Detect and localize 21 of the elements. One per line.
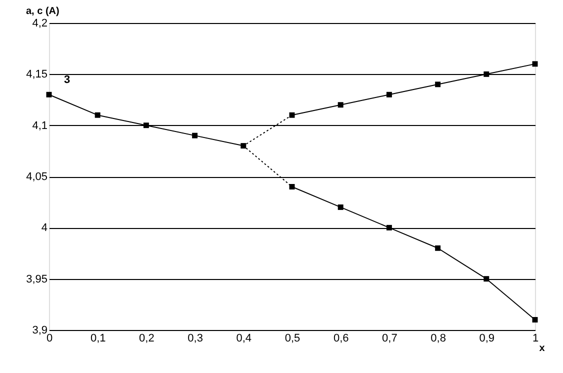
x-tick-label: 0,2: [139, 332, 154, 344]
x-tick-label: 1: [532, 332, 539, 344]
x-tick-label: 0,7: [382, 332, 398, 344]
x-tick-label: 0,3: [188, 332, 203, 344]
x-tick-label: 0,8: [430, 332, 446, 344]
x-tick-label: 0,1: [90, 332, 106, 344]
y-tick-label: 4,15: [26, 68, 48, 81]
y-tick-label: 3,95: [26, 273, 48, 286]
x-tick-label: 0: [46, 332, 53, 344]
y-tick-label: 4,2: [32, 18, 48, 30]
x-tick-label: 0,4: [236, 332, 252, 344]
y-tick-label: 4: [41, 222, 48, 234]
y-tick-label: 4,1: [32, 120, 48, 132]
y-tick-label: 3,9: [32, 324, 48, 336]
x-tick-label: 0,9: [479, 332, 495, 344]
x-tick-label: 0,5: [284, 332, 300, 344]
x-tick-label: 0,6: [333, 332, 349, 344]
y-axis-title: a, c (A): [26, 6, 60, 17]
x-axis-title: x: [539, 343, 546, 354]
y-tick-label: 4,05: [26, 171, 48, 183]
annotation: 3: [64, 74, 70, 86]
